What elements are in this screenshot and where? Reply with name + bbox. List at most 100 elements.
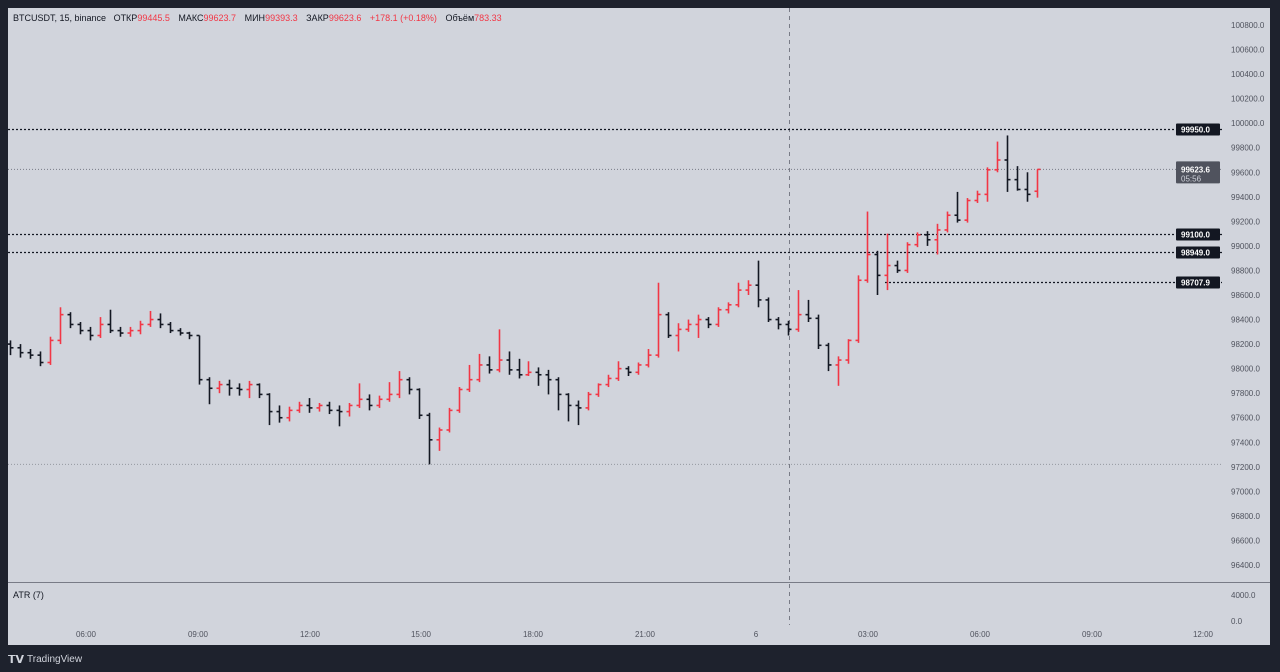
ohlc-bar[interactable] bbox=[336, 405, 343, 427]
ohlc-bar[interactable] bbox=[67, 312, 74, 329]
ohlc-bar[interactable] bbox=[904, 242, 911, 273]
ohlc-bar[interactable] bbox=[645, 349, 652, 368]
ohlc-bar[interactable] bbox=[665, 312, 672, 338]
ohlc-bar[interactable] bbox=[117, 326, 124, 337]
ohlc-bar[interactable] bbox=[615, 361, 622, 381]
ohlc-bar[interactable] bbox=[974, 190, 981, 203]
ohlc-bar[interactable] bbox=[306, 398, 313, 413]
ohlc-bar[interactable] bbox=[486, 356, 493, 374]
ohlc-bar[interactable] bbox=[755, 260, 762, 308]
ohlc-bar[interactable] bbox=[37, 351, 44, 367]
ohlc-bar[interactable] bbox=[914, 232, 921, 248]
ohlc-bar[interactable] bbox=[216, 380, 223, 394]
ohlc-bar[interactable] bbox=[864, 211, 871, 283]
ohlc-bar[interactable] bbox=[476, 353, 483, 383]
ohlc-bar[interactable] bbox=[316, 403, 323, 412]
ohlc-bar[interactable] bbox=[1004, 135, 1011, 192]
ohlc-bar[interactable] bbox=[845, 339, 852, 364]
ohlc-bar[interactable] bbox=[246, 380, 253, 399]
ohlc-bar[interactable] bbox=[456, 387, 463, 413]
ohlc-bar[interactable] bbox=[516, 358, 523, 379]
ohlc-bar[interactable] bbox=[884, 233, 891, 291]
ohlc-bar[interactable] bbox=[725, 302, 732, 314]
symbol-label[interactable]: BTCUSDT, 15, binance bbox=[13, 13, 107, 23]
ohlc-bar[interactable] bbox=[924, 231, 931, 246]
ohlc-bar[interactable] bbox=[7, 340, 14, 356]
ohlc-bar[interactable] bbox=[27, 349, 34, 359]
ohlc-bar[interactable] bbox=[137, 320, 144, 335]
ohlc-bar[interactable] bbox=[186, 331, 193, 340]
ohlc-bar[interactable] bbox=[625, 366, 632, 376]
ohlc-bar[interactable] bbox=[416, 388, 423, 419]
ohlc-bar[interactable] bbox=[735, 282, 742, 308]
ohlc-bar[interactable] bbox=[506, 351, 513, 375]
ohlc-bar[interactable] bbox=[466, 364, 473, 392]
ohlc-bar[interactable] bbox=[346, 403, 353, 417]
ohlc-bar[interactable] bbox=[376, 395, 383, 408]
ohlc-bar[interactable] bbox=[765, 297, 772, 322]
tradingview-logo[interactable]: 𝗧𝗩 TradingView bbox=[8, 653, 82, 666]
ohlc-bar[interactable] bbox=[426, 412, 433, 465]
ohlc-bar[interactable] bbox=[785, 320, 792, 336]
ohlc-bar[interactable] bbox=[535, 367, 542, 386]
ohlc-bar[interactable] bbox=[107, 309, 114, 334]
ohlc-bar[interactable] bbox=[396, 371, 403, 399]
ohlc-bar[interactable] bbox=[256, 383, 263, 399]
ohlc-bar[interactable] bbox=[874, 250, 881, 295]
ohlc-bar[interactable] bbox=[326, 401, 333, 415]
ohlc-bar[interactable] bbox=[127, 326, 134, 337]
ohlc-bar[interactable] bbox=[745, 280, 752, 295]
ohlc-bar[interactable] bbox=[97, 317, 104, 338]
ohlc-bar[interactable] bbox=[47, 336, 54, 365]
ohlc-bar[interactable] bbox=[595, 383, 602, 397]
ohlc-bar[interactable] bbox=[266, 393, 273, 426]
ohlc-bar[interactable] bbox=[655, 282, 662, 358]
ohlc-bar[interactable] bbox=[815, 314, 822, 349]
ohlc-bar[interactable] bbox=[994, 141, 1001, 173]
ohlc-bar[interactable] bbox=[196, 334, 203, 385]
ohlc-bar[interactable] bbox=[177, 328, 184, 336]
ohlc-bar[interactable] bbox=[984, 167, 991, 202]
ohlc-bar[interactable] bbox=[585, 391, 592, 411]
ohlc-bar[interactable] bbox=[276, 405, 283, 423]
ohlc-bar[interactable] bbox=[236, 383, 243, 396]
ohlc-bar[interactable] bbox=[87, 326, 94, 341]
ohlc-bar[interactable] bbox=[685, 319, 692, 332]
ohlc-bar[interactable] bbox=[525, 361, 532, 376]
ohlc-bar[interactable] bbox=[167, 322, 174, 334]
ohlc-bar[interactable] bbox=[675, 323, 682, 352]
ohlc-bar[interactable] bbox=[446, 407, 453, 433]
ohlc-bar[interactable] bbox=[206, 377, 213, 405]
ohlc-bar[interactable] bbox=[77, 322, 84, 335]
ohlc-bar[interactable] bbox=[795, 290, 802, 332]
ohlc-bar[interactable] bbox=[157, 313, 164, 329]
ohlc-bar[interactable] bbox=[436, 427, 443, 451]
ohlc-bar[interactable] bbox=[386, 382, 393, 402]
ohlc-bar[interactable] bbox=[605, 374, 612, 388]
ohlc-bar[interactable] bbox=[894, 260, 901, 273]
ohlc-bar[interactable] bbox=[1014, 166, 1021, 191]
atr-indicator-label[interactable]: ATR (7) bbox=[13, 590, 44, 600]
ohlc-bar[interactable] bbox=[1034, 168, 1041, 198]
ohlc-bar[interactable] bbox=[705, 317, 712, 329]
ohlc-bar[interactable] bbox=[296, 401, 303, 413]
ohlc-bar[interactable] bbox=[964, 198, 971, 223]
ohlc-bar[interactable] bbox=[496, 329, 503, 373]
ohlc-bar[interactable] bbox=[855, 275, 862, 343]
ohlc-bar[interactable] bbox=[715, 307, 722, 327]
ohlc-bar[interactable] bbox=[366, 394, 373, 411]
ohlc-bar[interactable] bbox=[565, 393, 572, 422]
ohlc-bar[interactable] bbox=[57, 307, 64, 345]
ohlc-bar[interactable] bbox=[575, 400, 582, 426]
ohlc-bar[interactable] bbox=[545, 369, 552, 395]
ohlc-bar[interactable] bbox=[226, 379, 233, 396]
ohlc-bar[interactable] bbox=[555, 377, 562, 411]
ohlc-bar[interactable] bbox=[944, 211, 951, 233]
ohlc-bar[interactable] bbox=[954, 191, 961, 223]
ohlc-bar[interactable] bbox=[835, 356, 842, 386]
ohlc-bar[interactable] bbox=[635, 362, 642, 375]
ohlc-bar[interactable] bbox=[356, 383, 363, 408]
ohlc-bar[interactable] bbox=[1024, 172, 1031, 202]
ohlc-bar[interactable] bbox=[147, 310, 154, 327]
